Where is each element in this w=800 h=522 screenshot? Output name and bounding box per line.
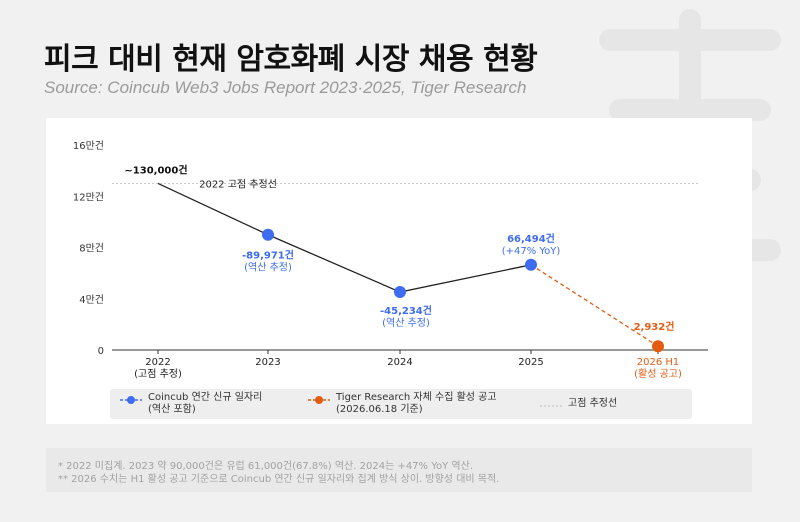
marker-s1-p1 <box>652 340 664 353</box>
legend-label-peak: 고점 추정선 <box>568 398 618 409</box>
legend-item-tiger: Tiger Research 자체 수집 활성 공고 (2026.06.18 기… <box>308 392 497 416</box>
x-tick-label-4: 2026 H1 <box>637 357 680 368</box>
page-subtitle: Source: Coincub Web3 Jobs Report 2023·20… <box>44 78 527 97</box>
legend-item-peak: 고점 추정선 <box>540 398 617 412</box>
legend-label-tiger-line2: (2026.06.18 기준) <box>336 404 423 415</box>
chart-legend: Coincub 연간 신규 일자리 (역산 포함) Tiger Research… <box>110 389 692 419</box>
data-sublabel-s0-p2: (역산 추정) <box>382 317 430 329</box>
x-tick-label-3: 2025 <box>518 357 543 368</box>
data-sublabel-s0-p1: (역산 추정) <box>244 262 292 274</box>
x-tick-label-1: 2023 <box>255 357 280 368</box>
series-line-tiger <box>530 264 659 347</box>
marker-s0-p2 <box>394 286 406 299</box>
series-line-coincub <box>157 182 532 293</box>
marker-s0-p3 <box>525 258 537 271</box>
footnote-2: ** 2026 수치는 H1 활성 공고 기준으로 Coincub 연간 신규 … <box>58 474 500 485</box>
y-tick-label-3: 12만건 <box>73 191 104 203</box>
x-tick-sublabel-4: (활성 공고) <box>634 367 682 380</box>
y-tick-label-1: 4만건 <box>79 294 104 306</box>
legend-label-tiger-line1: Tiger Research 자체 수집 활성 공고 <box>336 392 497 403</box>
legend-item-coincub: Coincub 연간 신규 일자리 (역산 포함) <box>120 392 262 416</box>
reference-line-label: 2022 고점 추정선 <box>199 178 277 190</box>
data-label-s1-p1: 2,932건 <box>634 320 675 333</box>
data-sublabel-s0-p3: (+47% YoY) <box>502 246 561 257</box>
data-label-s0-p1: -89,971건 <box>242 249 294 262</box>
y-tick-label-0: 0 <box>98 346 104 357</box>
chart-card: 0 4만건 8만건 12만건 16만건 2022 (고점 추정) 2023 2024 2025 20… <box>46 118 752 424</box>
legend-label-coincub-line2: (역산 포함) <box>148 404 196 415</box>
page-title: 피크 대비 현재 암호화폐 시장 채용 현황 <box>44 42 538 77</box>
data-label-s0-p0: ~130,000건 <box>124 163 187 176</box>
footnote-1: * 2022 미집계. 2023 약 90,000건은 유럽 61,000건(6… <box>58 461 473 472</box>
y-tick-label-2: 8만건 <box>79 243 104 255</box>
data-label-s0-p2: -45,234건 <box>380 304 432 317</box>
legend-swatch-peak <box>540 405 562 407</box>
x-tick-label-0: 2022 <box>145 357 170 368</box>
legend-swatch-tiger <box>308 396 330 404</box>
legend-swatch-coincub <box>120 396 142 404</box>
legend-label-coincub-line1: Coincub 연간 신규 일자리 <box>148 392 263 403</box>
x-tick-label-2: 2024 <box>387 357 412 368</box>
y-tick-label-4: 16만건 <box>73 140 104 152</box>
footnotes: * 2022 미집계. 2023 약 90,000건은 유럽 61,000건(6… <box>46 448 752 492</box>
line-chart: 0 4만건 8만건 12만건 16만건 2022(고점 추정) 2023 2024 2025 20… <box>73 140 708 380</box>
marker-s0-p1 <box>262 228 274 241</box>
x-tick-sublabel-0: (고점 추정) <box>134 368 182 380</box>
data-label-s0-p3: 66,494건 <box>507 232 555 245</box>
